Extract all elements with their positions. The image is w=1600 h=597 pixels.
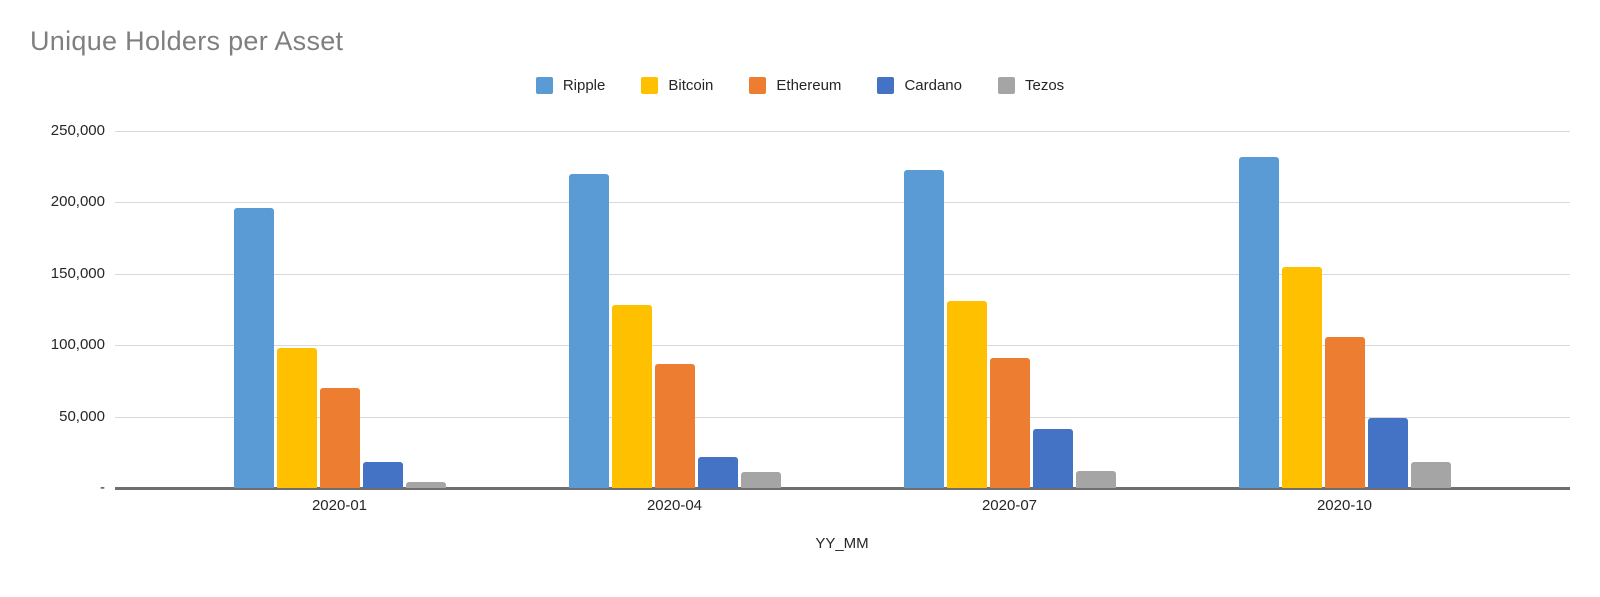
- chart-title: Unique Holders per Asset: [30, 26, 344, 56]
- legend-swatch-icon: [641, 77, 659, 94]
- bar-cardano-2020-10[interactable]: [1368, 418, 1408, 488]
- legend: Ripple Bitcoin Ethereum Cardano Tezos: [0, 77, 1600, 94]
- bar-cardano-2020-01[interactable]: [363, 462, 403, 488]
- x-tick-label: 2020-01: [311, 497, 368, 514]
- legend-swatch-icon: [997, 77, 1015, 94]
- bar-ripple-2020-01[interactable]: [234, 208, 274, 488]
- legend-label: Ripple: [562, 77, 606, 94]
- legend-item-ethereum[interactable]: Ethereum: [749, 77, 841, 94]
- gridline: [115, 416, 1570, 418]
- x-tick-label: 2020-07: [981, 497, 1038, 514]
- legend-item-bitcoin[interactable]: Bitcoin: [641, 77, 713, 94]
- bar-ethereum-2020-01[interactable]: [320, 388, 360, 488]
- legend-label: Bitcoin: [668, 77, 714, 94]
- legend-swatch-icon: [749, 77, 767, 94]
- bar-ethereum-2020-10[interactable]: [1325, 337, 1365, 488]
- bar-ethereum-2020-04[interactable]: [655, 364, 695, 488]
- x-axis-title: YY_MM: [815, 535, 869, 552]
- bar-ethereum-2020-07[interactable]: [990, 358, 1030, 488]
- gridline: [115, 273, 1570, 275]
- bar-tezos-2020-04[interactable]: [741, 472, 781, 488]
- y-tick-label: 150,000: [50, 264, 105, 282]
- gridline: [115, 131, 1570, 132]
- bar-bitcoin-2020-10[interactable]: [1282, 267, 1322, 488]
- bar-cardano-2020-07[interactable]: [1033, 429, 1073, 488]
- x-tick-label: 2020-04: [646, 497, 703, 514]
- bar-tezos-2020-10[interactable]: [1411, 462, 1451, 488]
- legend-label: Cardano: [904, 77, 962, 94]
- bar-bitcoin-2020-04[interactable]: [612, 305, 652, 488]
- bar-ripple-2020-10[interactable]: [1239, 157, 1279, 488]
- bar-bitcoin-2020-01[interactable]: [277, 348, 317, 488]
- x-tick-label: 2020-10: [1316, 497, 1373, 514]
- bar-tezos-2020-01[interactable]: [406, 482, 446, 488]
- legend-item-ripple[interactable]: Ripple: [535, 77, 606, 94]
- gridline: [115, 345, 1570, 347]
- bar-tezos-2020-07[interactable]: [1076, 471, 1116, 488]
- legend-label: Ethereum: [776, 77, 842, 94]
- legend-swatch-icon: [535, 77, 553, 94]
- y-tick-label: 200,000: [50, 193, 105, 211]
- y-tick-label: -: [100, 479, 105, 496]
- bar-cardano-2020-04[interactable]: [698, 457, 738, 488]
- legend-item-cardano[interactable]: Cardano: [877, 77, 962, 94]
- x-axis-line: [115, 487, 1570, 490]
- bar-ripple-2020-07[interactable]: [904, 170, 944, 488]
- y-tick-label: 250,000: [50, 122, 105, 139]
- legend-item-tezos[interactable]: Tezos: [997, 77, 1065, 94]
- y-tick-label: 50,000: [59, 407, 105, 425]
- legend-swatch-icon: [877, 77, 895, 94]
- gridline: [115, 202, 1570, 204]
- y-tick-label: 100,000: [50, 336, 105, 354]
- bar-bitcoin-2020-07[interactable]: [947, 301, 987, 488]
- bar-ripple-2020-04[interactable]: [569, 174, 609, 488]
- legend-label: Tezos: [1024, 77, 1065, 94]
